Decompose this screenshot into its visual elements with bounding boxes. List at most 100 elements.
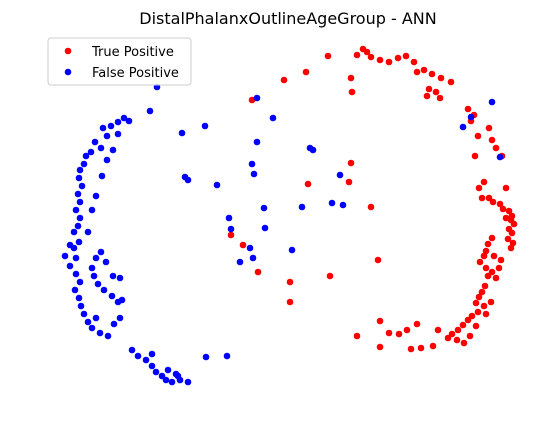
point-true-positive-43 [509, 239, 517, 247]
point-false-positive-92 [162, 376, 170, 384]
point-false-positive-4 [253, 94, 261, 102]
point-false-positive-93 [168, 378, 176, 386]
point-true-positive-5 [385, 58, 393, 66]
point-false-positive-26 [459, 123, 467, 131]
point-false-positive-17 [261, 224, 269, 232]
point-true-positive-84 [429, 342, 437, 350]
point-true-positive-31 [485, 194, 493, 202]
point-false-positive-98 [172, 370, 180, 378]
point-true-positive-29 [502, 184, 510, 192]
point-false-positive-40 [80, 160, 88, 168]
point-false-positive-80 [88, 206, 96, 214]
point-true-positive-23 [488, 136, 496, 144]
point-false-positive-76 [109, 272, 117, 280]
point-false-positive-97 [164, 366, 172, 374]
point-true-positive-62 [474, 308, 482, 316]
point-true-positive-21 [474, 132, 482, 140]
point-false-positive-22 [298, 203, 306, 211]
point-false-positive-53 [66, 262, 74, 270]
point-false-positive-79 [84, 228, 92, 236]
point-true-positive-65 [459, 321, 467, 329]
point-false-positive-42 [75, 174, 83, 182]
point-true-positive-70 [460, 339, 468, 347]
point-true-positive-15 [432, 88, 440, 96]
point-false-positive-62 [88, 324, 96, 332]
point-false-positive-63 [96, 329, 104, 337]
point-true-positive-26 [471, 152, 479, 160]
point-false-positive-18 [236, 258, 244, 266]
point-false-positive-48 [74, 222, 82, 230]
point-true-positive-80 [353, 332, 361, 340]
point-true-positive-53 [492, 274, 500, 282]
point-false-positive-84 [109, 146, 117, 154]
legend-box [47, 37, 192, 86]
point-true-positive-67 [448, 330, 456, 338]
point-false-positive-73 [92, 254, 100, 262]
point-true-positive-87 [345, 178, 353, 186]
point-false-positive-21 [288, 246, 296, 254]
point-false-positive-41 [76, 166, 84, 174]
point-true-positive-8 [410, 58, 418, 66]
point-false-positive-31 [125, 117, 133, 125]
point-true-positive-32 [489, 198, 497, 206]
point-false-positive-8 [309, 146, 317, 154]
point-true-positive-3 [353, 51, 361, 59]
point-true-positive-18 [464, 105, 472, 113]
point-false-positive-39 [82, 152, 90, 160]
point-true-positive-97 [326, 272, 334, 280]
point-true-positive-77 [395, 330, 403, 338]
point-false-positive-90 [152, 368, 160, 376]
point-false-positive-38 [87, 148, 95, 156]
point-true-positive-14 [425, 85, 433, 93]
point-false-positive-102 [61, 252, 69, 260]
legend-label-true-positive: True Positive [91, 45, 174, 60]
point-false-positive-78 [118, 296, 126, 304]
point-true-positive-9 [413, 68, 421, 76]
point-false-positive-32 [114, 118, 122, 126]
point-false-positive-77 [116, 274, 124, 282]
point-true-positive-95 [367, 203, 375, 211]
point-true-positive-81 [376, 343, 384, 351]
point-false-positive-50 [75, 238, 83, 246]
point-true-positive-49 [476, 258, 484, 266]
point-false-positive-19 [249, 254, 257, 262]
point-false-positive-10 [250, 170, 258, 178]
point-true-positive-63 [468, 312, 476, 320]
point-false-positive-47 [76, 214, 84, 222]
point-true-positive-93 [347, 74, 355, 82]
point-true-positive-79 [376, 317, 384, 325]
point-true-positive-101 [239, 241, 247, 249]
point-false-positive-86 [128, 346, 136, 354]
point-false-positive-37 [97, 144, 105, 152]
point-true-positive-44 [507, 244, 515, 252]
point-false-positive-99 [148, 350, 156, 358]
point-false-positive-71 [90, 272, 98, 280]
points-layer [61, 45, 518, 386]
point-true-positive-56 [490, 252, 498, 260]
point-true-positive-64 [464, 316, 472, 324]
point-true-positive-74 [487, 298, 495, 306]
point-true-positive-72 [472, 322, 480, 330]
point-false-positive-88 [142, 356, 150, 364]
point-false-positive-83 [103, 156, 111, 164]
point-false-positive-23 [328, 199, 336, 207]
point-true-positive-34 [499, 205, 507, 213]
point-false-positive-14 [260, 204, 268, 212]
point-true-positive-46 [484, 240, 492, 248]
point-true-positive-7 [402, 52, 410, 60]
point-false-positive-101 [223, 352, 231, 360]
point-false-positive-65 [110, 320, 118, 328]
point-true-positive-71 [466, 332, 474, 340]
point-false-positive-30 [120, 114, 128, 122]
point-true-positive-98 [286, 278, 294, 286]
point-false-positive-2 [178, 129, 186, 137]
point-true-positive-10 [420, 66, 428, 74]
legend-marker-true-positive [64, 47, 72, 55]
legend-label-false-positive: False Positive [92, 66, 179, 81]
point-true-positive-13 [447, 78, 455, 86]
point-true-positive-54 [495, 264, 503, 272]
point-false-positive-33 [107, 122, 115, 130]
point-true-positive-50 [482, 264, 490, 272]
point-true-positive-45 [488, 234, 496, 242]
